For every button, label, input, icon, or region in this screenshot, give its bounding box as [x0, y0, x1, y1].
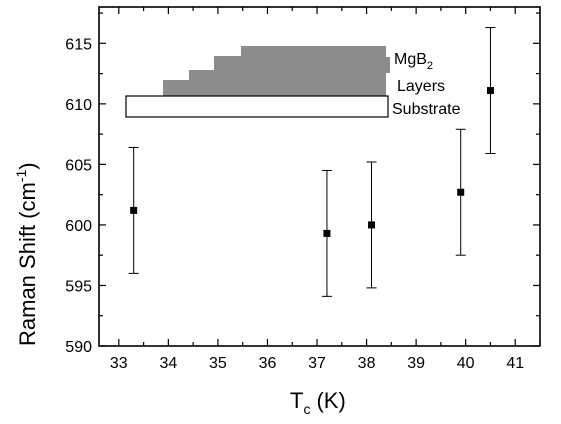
mgb2-layer-stack: [163, 46, 390, 96]
data-point-1: [128, 146, 139, 274]
inset-layer-diagram: MgB2 Layers Substrate: [125, 46, 461, 118]
substrate-box: [125, 95, 389, 118]
square-marker: [457, 188, 465, 196]
y-tick-label: 600: [65, 218, 92, 235]
substrate-label: Substrate: [392, 101, 461, 118]
x-axis-title-unit: (K): [316, 388, 345, 413]
square-marker: [323, 229, 331, 237]
y-axis-title: Raman Shift (cm-1): [13, 162, 40, 346]
y-axis-title-superscript: -1: [13, 170, 29, 183]
x-tick-label: 38: [358, 355, 376, 372]
x-tick-label: 37: [308, 355, 326, 372]
x-tick-label: 33: [110, 355, 128, 372]
y-axis-title-close: ): [15, 162, 40, 169]
x-axis-title-subscript: c: [303, 401, 310, 417]
mgb2-layer-shape: [163, 46, 390, 96]
square-marker: [368, 221, 376, 229]
data-point-3: [366, 161, 377, 289]
x-tick-label: 35: [209, 355, 227, 372]
square-marker: [486, 87, 494, 95]
layers-label: Layers: [397, 78, 445, 95]
x-tick-label: 36: [259, 355, 277, 372]
data-point-2: [321, 169, 332, 297]
y-tick-label: 615: [65, 36, 92, 53]
x-axis-title: Tc (K): [290, 388, 346, 417]
square-marker: [130, 206, 138, 214]
x-tick-label: 34: [159, 355, 177, 372]
data-points: [128, 27, 496, 297]
y-tick-label: 610: [65, 97, 92, 114]
x-tick-label: 39: [407, 355, 425, 372]
data-point-4: [455, 128, 466, 256]
data-point-5: [485, 27, 496, 154]
plot-frame: [98, 6, 541, 347]
x-tick-label: 41: [506, 355, 524, 372]
mgb2-label: MgB2: [394, 51, 433, 72]
axes: 33 34 35 36 37 38 39 40 41 590 595 600 605 610 615: [65, 6, 541, 372]
y-tick-label: 595: [65, 278, 92, 295]
x-tick-label: 40: [457, 355, 475, 372]
y-tick-label: 605: [65, 157, 92, 174]
mgb2-subscript: 2: [427, 60, 433, 72]
y-tick-label: 590: [65, 339, 92, 356]
